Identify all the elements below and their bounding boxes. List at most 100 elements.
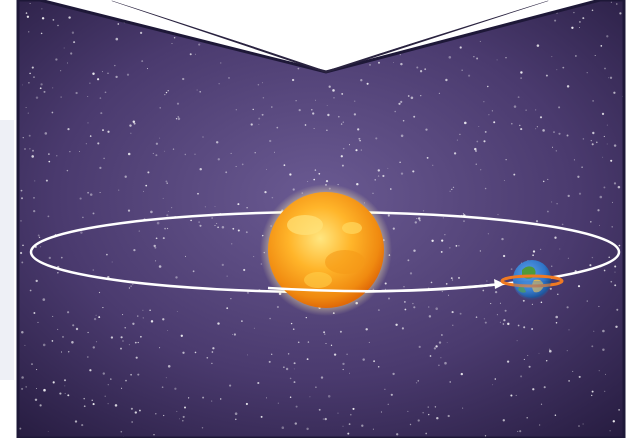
- star: [182, 77, 185, 81]
- star: [309, 396, 311, 398]
- star: [528, 365, 531, 368]
- star: [582, 423, 584, 425]
- star: [325, 179, 329, 183]
- star: [586, 300, 588, 302]
- star: [577, 285, 581, 288]
- star: [431, 239, 434, 242]
- star: [375, 137, 378, 140]
- star: [110, 378, 112, 380]
- star: [68, 16, 71, 19]
- star: [140, 335, 142, 338]
- star: [214, 206, 216, 208]
- star: [320, 376, 324, 379]
- star: [42, 298, 46, 301]
- star: [262, 97, 265, 99]
- star: [387, 214, 390, 217]
- star: [566, 350, 568, 352]
- star: [154, 246, 157, 249]
- star: [515, 394, 517, 396]
- star: [198, 43, 201, 46]
- star: [135, 356, 138, 359]
- star: [542, 129, 545, 132]
- star: [581, 166, 583, 168]
- star: [21, 261, 24, 264]
- star: [449, 247, 451, 249]
- star: [166, 182, 168, 184]
- left-edge-decor: [0, 120, 14, 380]
- star: [215, 141, 219, 144]
- star: [41, 17, 45, 20]
- star: [438, 92, 441, 95]
- star: [356, 182, 359, 186]
- star: [342, 147, 345, 150]
- star: [327, 395, 331, 398]
- star: [555, 315, 558, 319]
- star: [582, 17, 585, 20]
- star: [314, 169, 317, 171]
- star: [194, 153, 196, 155]
- star: [592, 100, 594, 102]
- star: [484, 187, 487, 190]
- star: [429, 355, 432, 357]
- star: [337, 412, 339, 414]
- star: [416, 218, 418, 220]
- star: [271, 353, 273, 355]
- star: [424, 68, 427, 71]
- star: [384, 288, 386, 290]
- star: [520, 375, 523, 378]
- star: [202, 136, 204, 138]
- star: [307, 181, 309, 183]
- star: [551, 201, 553, 203]
- star: [407, 410, 409, 412]
- star: [283, 366, 285, 369]
- star: [377, 309, 380, 312]
- star: [451, 311, 454, 314]
- star: [226, 307, 229, 310]
- star: [614, 265, 617, 268]
- star: [510, 268, 513, 270]
- star: [82, 216, 84, 219]
- star: [590, 221, 592, 223]
- star: [28, 134, 31, 137]
- star: [610, 1, 612, 3]
- star: [428, 315, 432, 318]
- star: [399, 54, 401, 56]
- star: [163, 414, 165, 417]
- star: [566, 306, 569, 309]
- star: [445, 78, 448, 82]
- star: [29, 3, 31, 4]
- star: [47, 431, 49, 433]
- star: [346, 353, 348, 356]
- star: [314, 99, 316, 101]
- star: [496, 59, 498, 61]
- star: [29, 148, 31, 150]
- star: [341, 164, 344, 167]
- star: [120, 336, 123, 339]
- star: [40, 246, 42, 248]
- star: [182, 419, 184, 422]
- star: [51, 340, 54, 342]
- star: [92, 212, 95, 215]
- star: [438, 341, 442, 344]
- star: [110, 336, 114, 339]
- star: [21, 197, 23, 200]
- star: [612, 420, 615, 423]
- star: [216, 223, 218, 224]
- star: [194, 351, 197, 354]
- star: [253, 256, 255, 258]
- star: [604, 390, 606, 392]
- star: [487, 233, 489, 235]
- star: [175, 118, 178, 120]
- star: [190, 219, 192, 222]
- star: [348, 144, 351, 146]
- star: [166, 214, 169, 217]
- star: [268, 360, 271, 363]
- star: [57, 272, 59, 274]
- star: [603, 269, 606, 272]
- star: [342, 425, 344, 427]
- star: [448, 56, 452, 59]
- star: [230, 298, 232, 300]
- star: [460, 372, 463, 376]
- star: [133, 122, 136, 125]
- star: [98, 291, 101, 294]
